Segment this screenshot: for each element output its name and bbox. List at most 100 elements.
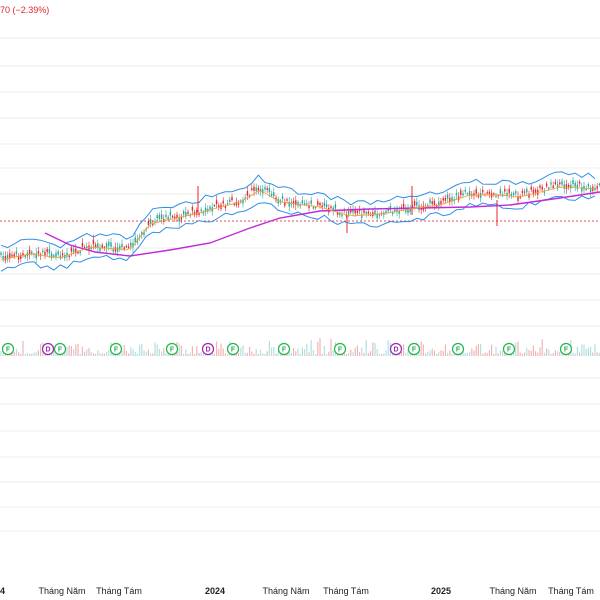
- candle-body: [314, 206, 317, 208]
- candle-body: [83, 247, 86, 249]
- financial-event-marker[interactable]: F: [53, 342, 67, 356]
- candle-body: [363, 209, 365, 213]
- candle-body: [48, 249, 51, 254]
- x-axis-tick-label: Tháng Tám: [323, 586, 369, 596]
- volume-bar: [576, 346, 578, 356]
- candle-body: [255, 187, 257, 192]
- candle-body: [251, 188, 253, 191]
- volume-bar: [557, 351, 559, 356]
- volume-bar: [246, 352, 248, 356]
- volume-bar: [370, 351, 372, 356]
- candle-body: [504, 188, 506, 192]
- financial-event-marker[interactable]: F: [165, 342, 179, 356]
- candle-body: [167, 216, 169, 220]
- candle-body: [158, 214, 161, 219]
- volume-bar: [37, 350, 39, 356]
- financial-event-marker[interactable]: F: [1, 342, 15, 356]
- candle-body: [262, 189, 264, 194]
- financial-event-marker[interactable]: F: [226, 342, 240, 356]
- volume-bar: [550, 353, 552, 356]
- volume-bar: [66, 347, 68, 356]
- candle-body: [576, 184, 579, 189]
- candle-body: [171, 215, 174, 218]
- candle-body: [264, 187, 266, 190]
- volume-bar: [572, 352, 574, 356]
- volume-bar: [213, 353, 215, 356]
- candle-body: [185, 211, 187, 217]
- candle-body: [378, 213, 381, 216]
- volume-bar: [363, 353, 365, 356]
- volume-bar: [532, 345, 534, 356]
- candle-body: [336, 212, 339, 215]
- volume-bar: [528, 350, 530, 356]
- volume-bar: [240, 347, 242, 356]
- x-axis-tick-label: Tháng Năm: [38, 586, 85, 596]
- dividend-event-marker[interactable]: D: [201, 342, 215, 356]
- long-moving-average-line: [44, 191, 600, 257]
- volume-bar: [68, 345, 70, 356]
- candle-body: [77, 252, 79, 254]
- candle-body: [57, 251, 59, 255]
- volume-bar: [24, 353, 26, 356]
- financial-event-marker[interactable]: F: [559, 342, 573, 356]
- candle-body: [55, 252, 57, 257]
- volume-bar: [321, 353, 323, 356]
- financial-event-marker[interactable]: F: [502, 342, 516, 356]
- volume-bar: [561, 351, 563, 356]
- volume-bar: [365, 339, 367, 356]
- candle-body: [321, 205, 323, 208]
- x-axis-tick-label: Tháng Năm: [262, 586, 309, 596]
- event-marker-label: D: [205, 347, 210, 354]
- volume-bar: [53, 351, 55, 356]
- volume-bar: [350, 349, 352, 356]
- volume-bar: [422, 344, 424, 356]
- volume-bar: [196, 346, 198, 356]
- candle-body: [512, 192, 515, 195]
- candle-body: [339, 212, 341, 216]
- candle-body: [325, 204, 328, 208]
- volume-bar: [97, 350, 99, 356]
- candle-body: [519, 196, 521, 199]
- volume-bar: [18, 352, 20, 356]
- financial-event-marker[interactable]: F: [451, 342, 465, 356]
- volume-bar: [462, 352, 464, 356]
- financial-event-marker[interactable]: F: [277, 342, 291, 356]
- volume-bar: [191, 346, 193, 356]
- candle-body: [196, 210, 198, 215]
- dividend-event-marker[interactable]: D: [389, 342, 403, 356]
- candle-body: [288, 201, 290, 207]
- candle-body: [224, 205, 227, 208]
- candle-body: [6, 254, 9, 260]
- volume-bar: [407, 348, 409, 356]
- price-change-label: 70 (−2.39%): [0, 5, 50, 15]
- volume-bar: [216, 341, 218, 356]
- volume-bar: [427, 351, 429, 356]
- x-axis-tick-label: Tháng Tám: [548, 586, 594, 596]
- candle-body: [24, 255, 26, 258]
- candle-body: [191, 206, 194, 211]
- dividend-event-marker[interactable]: D: [41, 342, 55, 356]
- candle-body: [517, 196, 519, 202]
- volume-bar: [128, 353, 130, 356]
- volume-bar: [354, 347, 356, 356]
- candle-body: [552, 185, 554, 188]
- volume-bar: [381, 353, 383, 356]
- candle-body: [413, 201, 416, 206]
- volume-bar: [499, 350, 501, 356]
- financial-event-marker[interactable]: F: [407, 342, 421, 356]
- candle-body: [143, 231, 145, 236]
- candle-body: [286, 199, 288, 201]
- financial-event-marker[interactable]: F: [333, 342, 347, 356]
- candle-body: [528, 193, 530, 198]
- financial-event-marker[interactable]: F: [109, 342, 123, 356]
- candle-body: [554, 181, 557, 185]
- candle-body: [462, 193, 464, 196]
- candle-body: [28, 249, 31, 255]
- candle-body: [530, 186, 532, 190]
- event-marker-label: F: [231, 347, 236, 354]
- candle-body: [187, 211, 189, 214]
- candle-body: [532, 189, 535, 195]
- x-axis: 4 Tháng Năm Tháng Tám 2024 Tháng Năm Tháng Tá…: [0, 586, 594, 596]
- candle-body: [464, 189, 466, 192]
